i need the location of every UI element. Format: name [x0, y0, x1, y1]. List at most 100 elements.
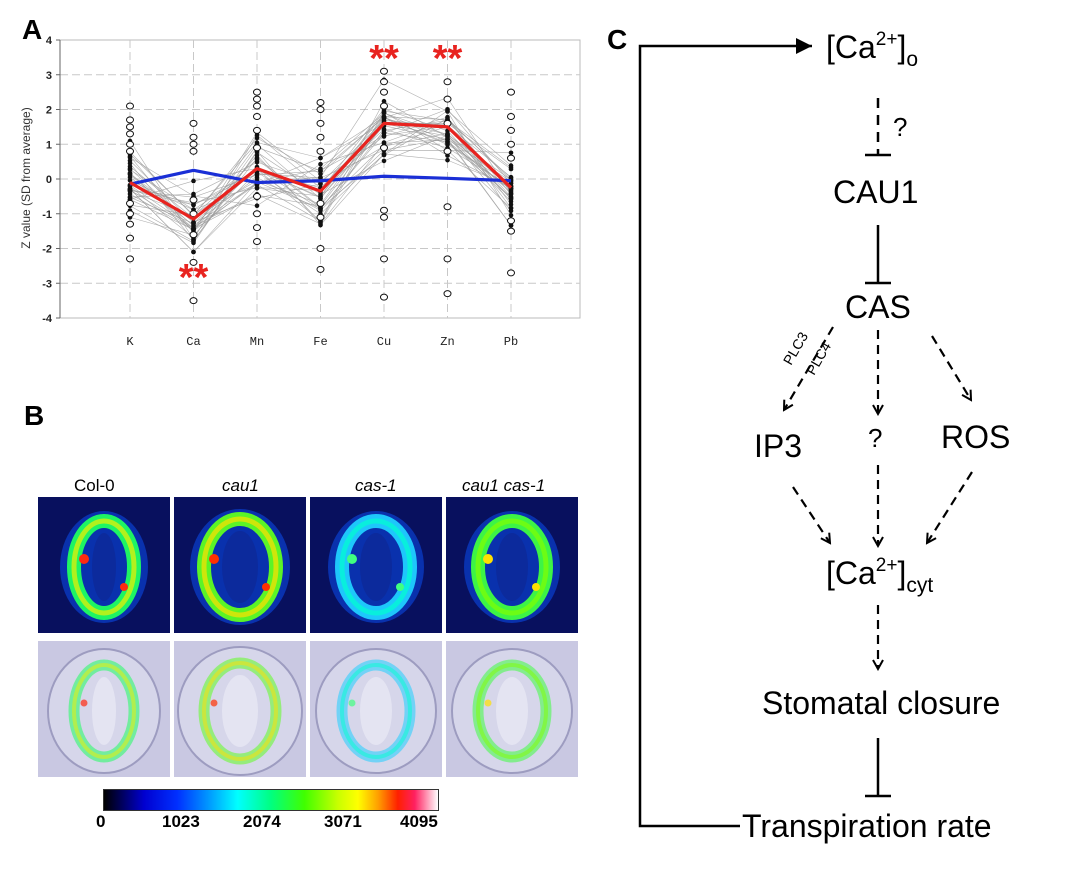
arrow-cas-ip3	[784, 326, 834, 410]
outlier-point	[380, 78, 388, 86]
x-tick-label: Fe	[313, 335, 327, 349]
outlier-point	[316, 99, 325, 107]
outlier-point	[507, 217, 515, 225]
data-point	[318, 161, 323, 167]
outlier-point	[126, 147, 134, 155]
colorbar-tick: 1023	[162, 812, 200, 831]
outlier-point	[189, 119, 198, 127]
hot-spot	[396, 583, 404, 591]
outlier-point	[126, 140, 134, 148]
outlier-point	[443, 78, 452, 86]
outlier-point	[253, 238, 261, 246]
guard-cell-core	[202, 661, 278, 761]
data-point	[318, 155, 323, 161]
data-point	[191, 191, 196, 197]
data-point	[127, 166, 133, 172]
outlier-point	[126, 210, 134, 218]
outlier-point	[316, 213, 325, 221]
data-point	[381, 126, 387, 132]
data-point	[191, 222, 196, 228]
hot-spot	[79, 554, 89, 564]
outlier-point	[189, 140, 198, 148]
guard-cell-core	[201, 516, 279, 618]
y-tick-label: -4	[42, 313, 53, 325]
data-point	[445, 114, 450, 120]
hot-spot	[210, 699, 218, 707]
data-point	[254, 203, 260, 209]
data-point	[508, 208, 514, 214]
hot-spot	[120, 583, 128, 591]
outlier-point	[189, 210, 198, 218]
significance-star: **	[179, 257, 209, 299]
data-point	[254, 159, 260, 165]
stomatal-pore	[496, 677, 528, 745]
node-ros: ROS	[941, 419, 1010, 455]
guard-cell-core	[476, 663, 548, 759]
chart-a: 4 3 2 1 0 -1 -2 -3 -4 K Ca Mn Fe Cu Zn Pb ** ** ** Z valu…	[19, 35, 581, 349]
colorbar-tick: 0	[96, 812, 106, 831]
outlier-point	[126, 255, 134, 263]
outlier-point	[126, 199, 134, 207]
data-point	[381, 98, 387, 104]
data-point	[381, 117, 387, 123]
data-point	[508, 213, 514, 218]
outlier-point	[443, 203, 452, 211]
outlier-point	[189, 258, 198, 266]
outlier-point	[189, 231, 198, 239]
outlier-point	[507, 269, 515, 277]
data-point	[318, 192, 323, 197]
significance-star: **	[369, 38, 399, 80]
stomatal-pore	[222, 531, 258, 603]
label-cau1: cau1	[222, 476, 259, 495]
y-tick-label: 4	[46, 35, 53, 47]
hot-spot	[262, 583, 270, 591]
hot-spot	[347, 554, 357, 564]
outlier-point	[253, 88, 261, 96]
fluorescence-image	[310, 497, 442, 633]
y-tick-label: -2	[42, 244, 52, 256]
label-cas-1: cas-1	[355, 476, 397, 495]
unknown-mark-2: ?	[868, 423, 882, 453]
data-point	[254, 185, 260, 191]
data-point	[127, 188, 133, 193]
outlier-point	[189, 196, 198, 204]
data-point	[508, 202, 514, 207]
unknown-mark-1: ?	[893, 112, 907, 142]
outlier-point	[380, 102, 388, 110]
panel-label-b: B	[24, 400, 45, 431]
hot-spot	[484, 699, 492, 707]
data-point	[191, 202, 196, 208]
data-point	[445, 137, 450, 142]
guard-cell-core	[475, 518, 549, 616]
guard-cell-core	[71, 518, 137, 616]
outlier-point	[316, 147, 325, 155]
y-tick-label: 0	[46, 174, 52, 186]
arrow-ros-cacyt	[927, 471, 973, 543]
node-transpiration-rate: Transpiration rate	[742, 808, 992, 844]
data-point	[508, 150, 514, 156]
outlier-point	[380, 67, 388, 75]
outlier-point	[253, 102, 261, 110]
y-tick-label: -3	[42, 278, 52, 290]
outlier-point	[316, 133, 325, 141]
data-point	[127, 158, 133, 163]
chart-axes: 4 3 2 1 0 -1 -2 -3 -4 K Ca Mn Fe Cu Zn Pb	[42, 35, 518, 349]
node-stomatal-closure: Stomatal closure	[762, 685, 1000, 721]
colorbar-tick: 2074	[243, 812, 281, 831]
stomatal-pore	[360, 533, 392, 601]
panel-label-c: C	[607, 24, 628, 55]
y-axis-label: Z value (SD from average)	[19, 107, 33, 248]
data-point	[508, 174, 514, 180]
node-cau1: CAU1	[833, 174, 918, 210]
data-point	[191, 238, 196, 244]
guard-cell-core	[339, 518, 413, 616]
outlier-point	[443, 290, 452, 298]
y-tick-label: 2	[46, 105, 52, 117]
fluorescence-image	[446, 497, 578, 633]
data-point	[508, 223, 514, 228]
guard-cell-core	[340, 663, 412, 759]
overlay-image	[446, 641, 578, 777]
outlier-point	[316, 119, 325, 127]
data-point	[508, 196, 514, 202]
outlier-point	[126, 102, 134, 110]
